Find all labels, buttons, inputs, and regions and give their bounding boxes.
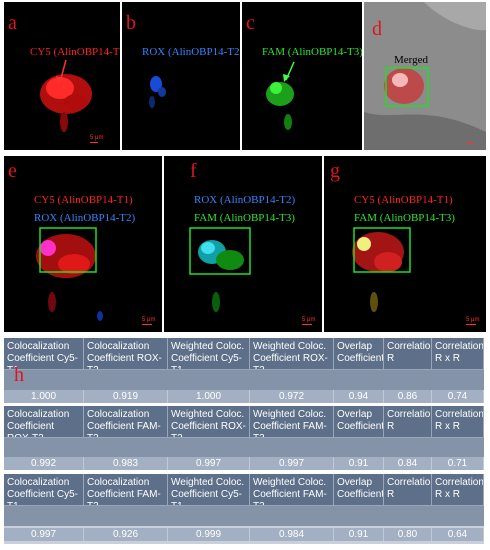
header-cell: Colocalization Coefficient FAM-T3 [84, 406, 168, 437]
header-cell: Colocalization Coefficient ROX-T2 [4, 406, 84, 437]
panel-label-2: ROX (AlinOBP14-T2) [34, 212, 136, 224]
cy5-fam-overlay-signal [352, 227, 411, 312]
header-cell: Overlap Coefficient [334, 338, 384, 369]
scale-bar [466, 324, 476, 325]
panel-label-1: CY5 (AlinOBP14-T1) [354, 194, 453, 206]
value-cell: 1.000 [168, 390, 250, 403]
value-cell: 0.997 [168, 457, 250, 470]
header-cell: Colocalization Coefficient FAM-T3 [84, 474, 168, 505]
table-spacer-row [4, 505, 484, 526]
panel-label-2: FAM (AlinOBP14-T3) [354, 212, 455, 224]
panel-f-image: f ROX (AlinOBP14-T2) FAM (AlinOBP14-T3) … [164, 156, 322, 332]
panel-c-fam-image: c FAM (AlinOBP14-T3) [242, 2, 362, 150]
panel-label: CY5 (AlinOBP14-T1) [30, 46, 120, 58]
table-row: 1.000 0.919 1.000 0.972 0.94 0.86 0.74 [4, 390, 484, 403]
scale-label: 5 μm [142, 317, 156, 323]
header-cell: Weighted Coloc. Coefficient ROX-T2 [168, 406, 250, 437]
value-cell: 0.91 [334, 457, 384, 470]
table-row: 0.997 0.926 0.999 0.984 0.91 0.80 0.64 [4, 528, 484, 541]
header-cell: Correlation R [384, 338, 432, 369]
header-cell: Colocalization Coefficient Cy5-T1 [4, 474, 84, 505]
value-cell: 0.64 [432, 528, 484, 541]
value-cell: 0.91 [334, 528, 384, 541]
value-cell: 0.999 [168, 528, 250, 541]
table-row: 0.992 0.983 0.997 0.997 0.91 0.84 0.71 [4, 457, 484, 470]
header-cell: Weighted Coloc. Coefficient FAM-T3 [250, 406, 334, 437]
value-cell: 0.997 [4, 528, 84, 541]
cy5-cell-signal [40, 59, 92, 132]
value-cell: 0.926 [84, 528, 168, 541]
value-cell: 0.983 [84, 457, 168, 470]
panel-a-cy5-image: a CY5 (AlinOBP14-T1) 5 μm [4, 2, 120, 150]
header-cell: Colocalization Coefficient ROX-T2 [84, 338, 168, 369]
coloc-table-1: Colocalization Coefficient Cy5-T1 Coloca… [4, 338, 484, 403]
panel-letter: c [246, 12, 255, 34]
panel-letter: g [330, 160, 340, 182]
value-cell: 0.84 [384, 457, 432, 470]
value-cell: 0.74 [432, 390, 484, 403]
value-cell: 0.972 [250, 390, 334, 403]
value-cell: 0.984 [250, 528, 334, 541]
table-spacer-row [4, 437, 484, 458]
panel-letter: h [14, 364, 24, 386]
panel-label-1: ROX (AlinOBP14-T2) [194, 194, 296, 206]
value-cell: 0.94 [334, 390, 384, 403]
panel-label-1: CY5 (AlinOBP14-T1) [34, 194, 133, 206]
table-header: Colocalization Coefficient Cy5-T1 Coloca… [4, 338, 484, 369]
panel-letter: d [372, 18, 382, 40]
value-cell: 0.71 [432, 457, 484, 470]
table-spacer-row [4, 369, 484, 390]
header-cell: Colocalization Coefficient Cy5-T1 [4, 338, 84, 369]
panel-e-image: e CY5 (AlinOBP14-T1) ROX (AlinOBP14-T2) … [4, 156, 162, 332]
scale-label: 5 μm [302, 317, 316, 323]
cy5-rox-overlay-signal [36, 227, 103, 321]
fam-cell-signal [266, 61, 295, 130]
panel-label: ROX (AlinOBP14-T2) [142, 46, 240, 58]
panel-letter: a [8, 12, 17, 34]
value-cell: 0.919 [84, 390, 168, 403]
header-cell: Weighted Coloc. Coefficient Cy5-T1 [168, 338, 250, 369]
merged-brightfield [364, 2, 486, 150]
panel-label-2: FAM (AlinOBP14-T3) [194, 212, 295, 224]
scale-label: 5 μm [466, 317, 480, 323]
panel-d-merged-image: d Merged [364, 2, 486, 150]
panel-g-image: g CY5 (AlinOBP14-T1) FAM (AlinOBP14-T3) … [324, 156, 486, 332]
panel-label: Merged [394, 54, 429, 66]
header-cell: Correlation R x R [432, 406, 484, 437]
header-cell: Correlation R x R [432, 474, 484, 505]
header-cell: Correlation R [384, 474, 432, 505]
header-cell: Correlation R [384, 406, 432, 437]
scale-bar [90, 142, 98, 143]
header-cell: Correlation R x R [432, 338, 484, 369]
value-cell: 0.997 [250, 457, 334, 470]
value-cell: 0.86 [384, 390, 432, 403]
coloc-table-3: Colocalization Coefficient Cy5-T1 Coloca… [4, 474, 484, 544]
coloc-table-2: Colocalization Coefficient ROX-T2 Coloca… [4, 406, 484, 470]
header-cell: Overlap Coefficient [334, 406, 384, 437]
value-cell: 0.80 [384, 528, 432, 541]
table-header: Colocalization Coefficient ROX-T2 Coloca… [4, 406, 484, 437]
panel-letter: f [190, 160, 197, 182]
panel-letter: b [126, 12, 136, 34]
value-cell: 0.992 [4, 457, 84, 470]
header-cell: Weighted Coloc. Coefficient FAM-T3 [250, 474, 334, 505]
panel-b-rox-image: b ROX (AlinOBP14-T2) [122, 2, 240, 150]
header-cell: Overlap Coefficient [334, 474, 384, 505]
scale-bar [466, 142, 474, 143]
scale-label: 5 μm [90, 135, 104, 141]
scale-bar [302, 324, 312, 325]
panel-label: FAM (AlinOBP14-T3) [262, 46, 362, 58]
value-cell: 1.000 [4, 390, 84, 403]
rox-fam-overlay-signal [189, 227, 251, 312]
header-cell: Weighted Coloc. Coefficient Cy5-T1 [168, 474, 250, 505]
table-header: Colocalization Coefficient Cy5-T1 Coloca… [4, 474, 484, 505]
scale-bar [142, 324, 152, 325]
panel-letter: e [8, 160, 17, 182]
rox-cell-signal [149, 76, 166, 108]
header-cell: Weighted Coloc. Coefficient ROX-T2 [250, 338, 334, 369]
